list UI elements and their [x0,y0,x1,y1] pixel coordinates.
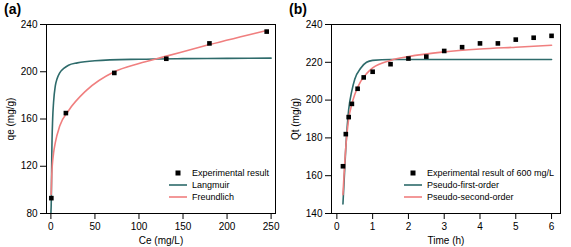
svg-text:250: 250 [263,221,280,232]
svg-text:2: 2 [406,221,412,232]
svg-text:200: 200 [21,66,38,77]
html-text:Pseudo-second-order: Pseudo-second-order [426,192,514,202]
svg-text:80: 80 [26,208,38,219]
html-text:Langmuir: Langmuir [192,180,230,190]
svg-text:100: 100 [131,221,148,232]
svg-text:200: 200 [306,94,323,105]
svg-text:Time (h): Time (h) [428,235,465,246]
svg-text:240: 240 [21,19,38,30]
html-text:(a): (a) [4,1,22,17]
svg-text:240: 240 [306,19,323,30]
svg-text:200: 200 [219,221,236,232]
svg-text:220: 220 [306,57,323,68]
svg-text:50: 50 [89,221,101,232]
svg-text:120: 120 [21,160,38,171]
svg-text:qe (mg/g): qe (mg/g) [5,98,16,141]
svg-text:0: 0 [334,221,340,232]
html-text:Experimental result: Experimental result [192,168,269,178]
svg-text:160: 160 [21,113,38,124]
svg-text:Qt (mg/g): Qt (mg/g) [290,98,301,140]
html-text:Pseudo-first-order: Pseudo-first-order [426,180,499,190]
svg-text:6: 6 [549,221,555,232]
svg-text:150: 150 [175,221,192,232]
svg-text:140: 140 [306,208,323,219]
svg-text:3: 3 [441,221,447,232]
svg-text:4: 4 [477,221,483,232]
html-text:(b): (b) [289,1,307,17]
svg-text:5: 5 [513,221,519,232]
svg-text:180: 180 [306,132,323,143]
html-text:Experimental result of 600 mg/: Experimental result of 600 mg/L [426,168,554,178]
svg-text:160: 160 [306,170,323,181]
svg-text:Ce (mg/L): Ce (mg/L) [139,235,183,246]
svg-text:1: 1 [370,221,376,232]
html-text:Freundlich: Freundlich [192,192,234,202]
svg-text:0: 0 [48,221,54,232]
